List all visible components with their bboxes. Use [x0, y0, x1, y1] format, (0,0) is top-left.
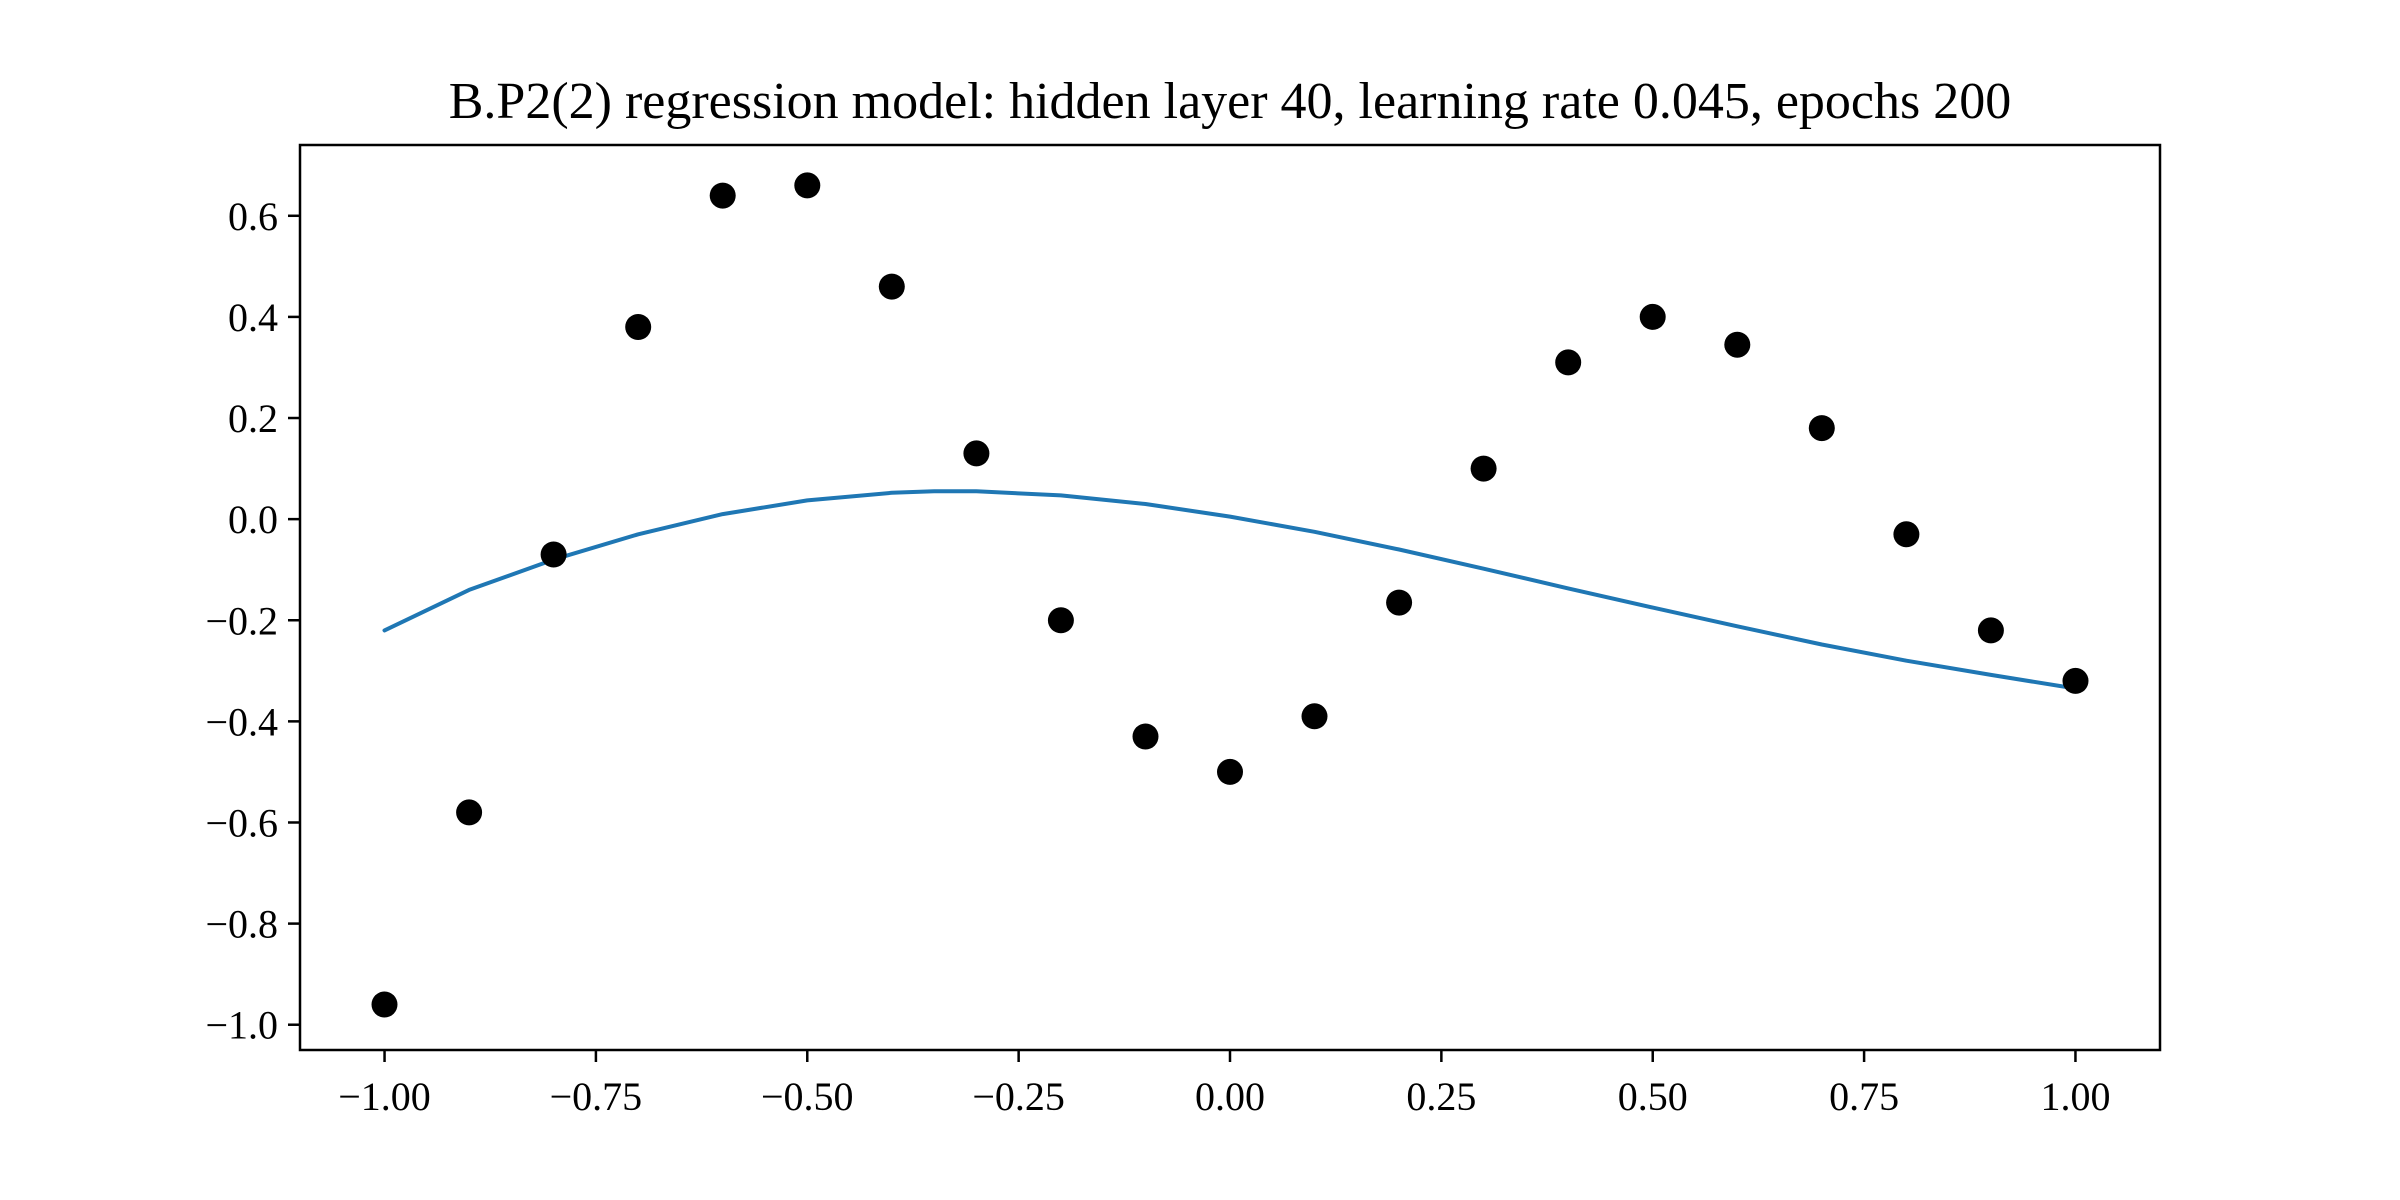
data-point — [456, 799, 483, 826]
data-point — [1301, 703, 1328, 730]
x-tick-label: 0.00 — [1195, 1074, 1265, 1119]
data-point — [1977, 617, 2004, 644]
plot-frame — [298, 143, 2162, 1052]
y-tick-label: 0.4 — [228, 295, 278, 340]
x-tick-label: −0.25 — [972, 1074, 1065, 1119]
x-axis: −1.00 −0.75 −0.50 −0.25 0.00 0.25 0.50 0.75 1.00 — [338, 1050, 2110, 1119]
y-tick-label: −0.2 — [205, 598, 278, 643]
x-tick-label: 0.50 — [1618, 1074, 1688, 1119]
data-point — [794, 172, 821, 199]
data-point — [1047, 607, 1074, 634]
data-point — [1724, 331, 1751, 358]
data-point — [1470, 455, 1497, 482]
y-tick-label: −1.0 — [205, 1003, 278, 1048]
data-point — [878, 273, 905, 300]
x-tick-label: −0.75 — [550, 1074, 643, 1119]
y-tick-label: 0.0 — [228, 497, 278, 542]
data-point — [2062, 667, 2089, 694]
data-point — [963, 440, 990, 467]
plot-area — [371, 172, 2089, 1018]
x-tick-label: 0.75 — [1829, 1074, 1899, 1119]
data-point — [1555, 349, 1582, 376]
data-point — [1217, 758, 1243, 785]
data-point — [1893, 521, 1920, 548]
y-axis: −1.0 −0.8 −0.6 −0.4 −0.2 0.0 0.2 0.4 0.6 — [205, 194, 300, 1048]
data-point — [1386, 589, 1413, 616]
data-point — [1132, 723, 1159, 750]
x-tick-label: −0.50 — [761, 1074, 854, 1119]
y-tick-label: −0.6 — [205, 800, 278, 845]
fit-line — [382, 489, 2078, 691]
y-tick-label: −0.4 — [205, 699, 278, 744]
data-point — [1808, 415, 1835, 442]
x-tick-label: 0.25 — [1406, 1074, 1476, 1119]
data-point — [540, 541, 567, 568]
data-point — [709, 182, 736, 209]
data-point — [1639, 303, 1666, 330]
chart-title: B.P2(2) regression model: hidden layer 4… — [449, 73, 2012, 130]
y-tick-label: 0.6 — [228, 194, 278, 239]
x-tick-label: −1.00 — [338, 1074, 431, 1119]
data-point — [625, 314, 652, 340]
y-tick-label: −0.8 — [205, 902, 278, 947]
data-point — [371, 991, 398, 1018]
y-tick-label: 0.2 — [228, 396, 278, 441]
x-tick-label: 1.00 — [2040, 1074, 2110, 1119]
